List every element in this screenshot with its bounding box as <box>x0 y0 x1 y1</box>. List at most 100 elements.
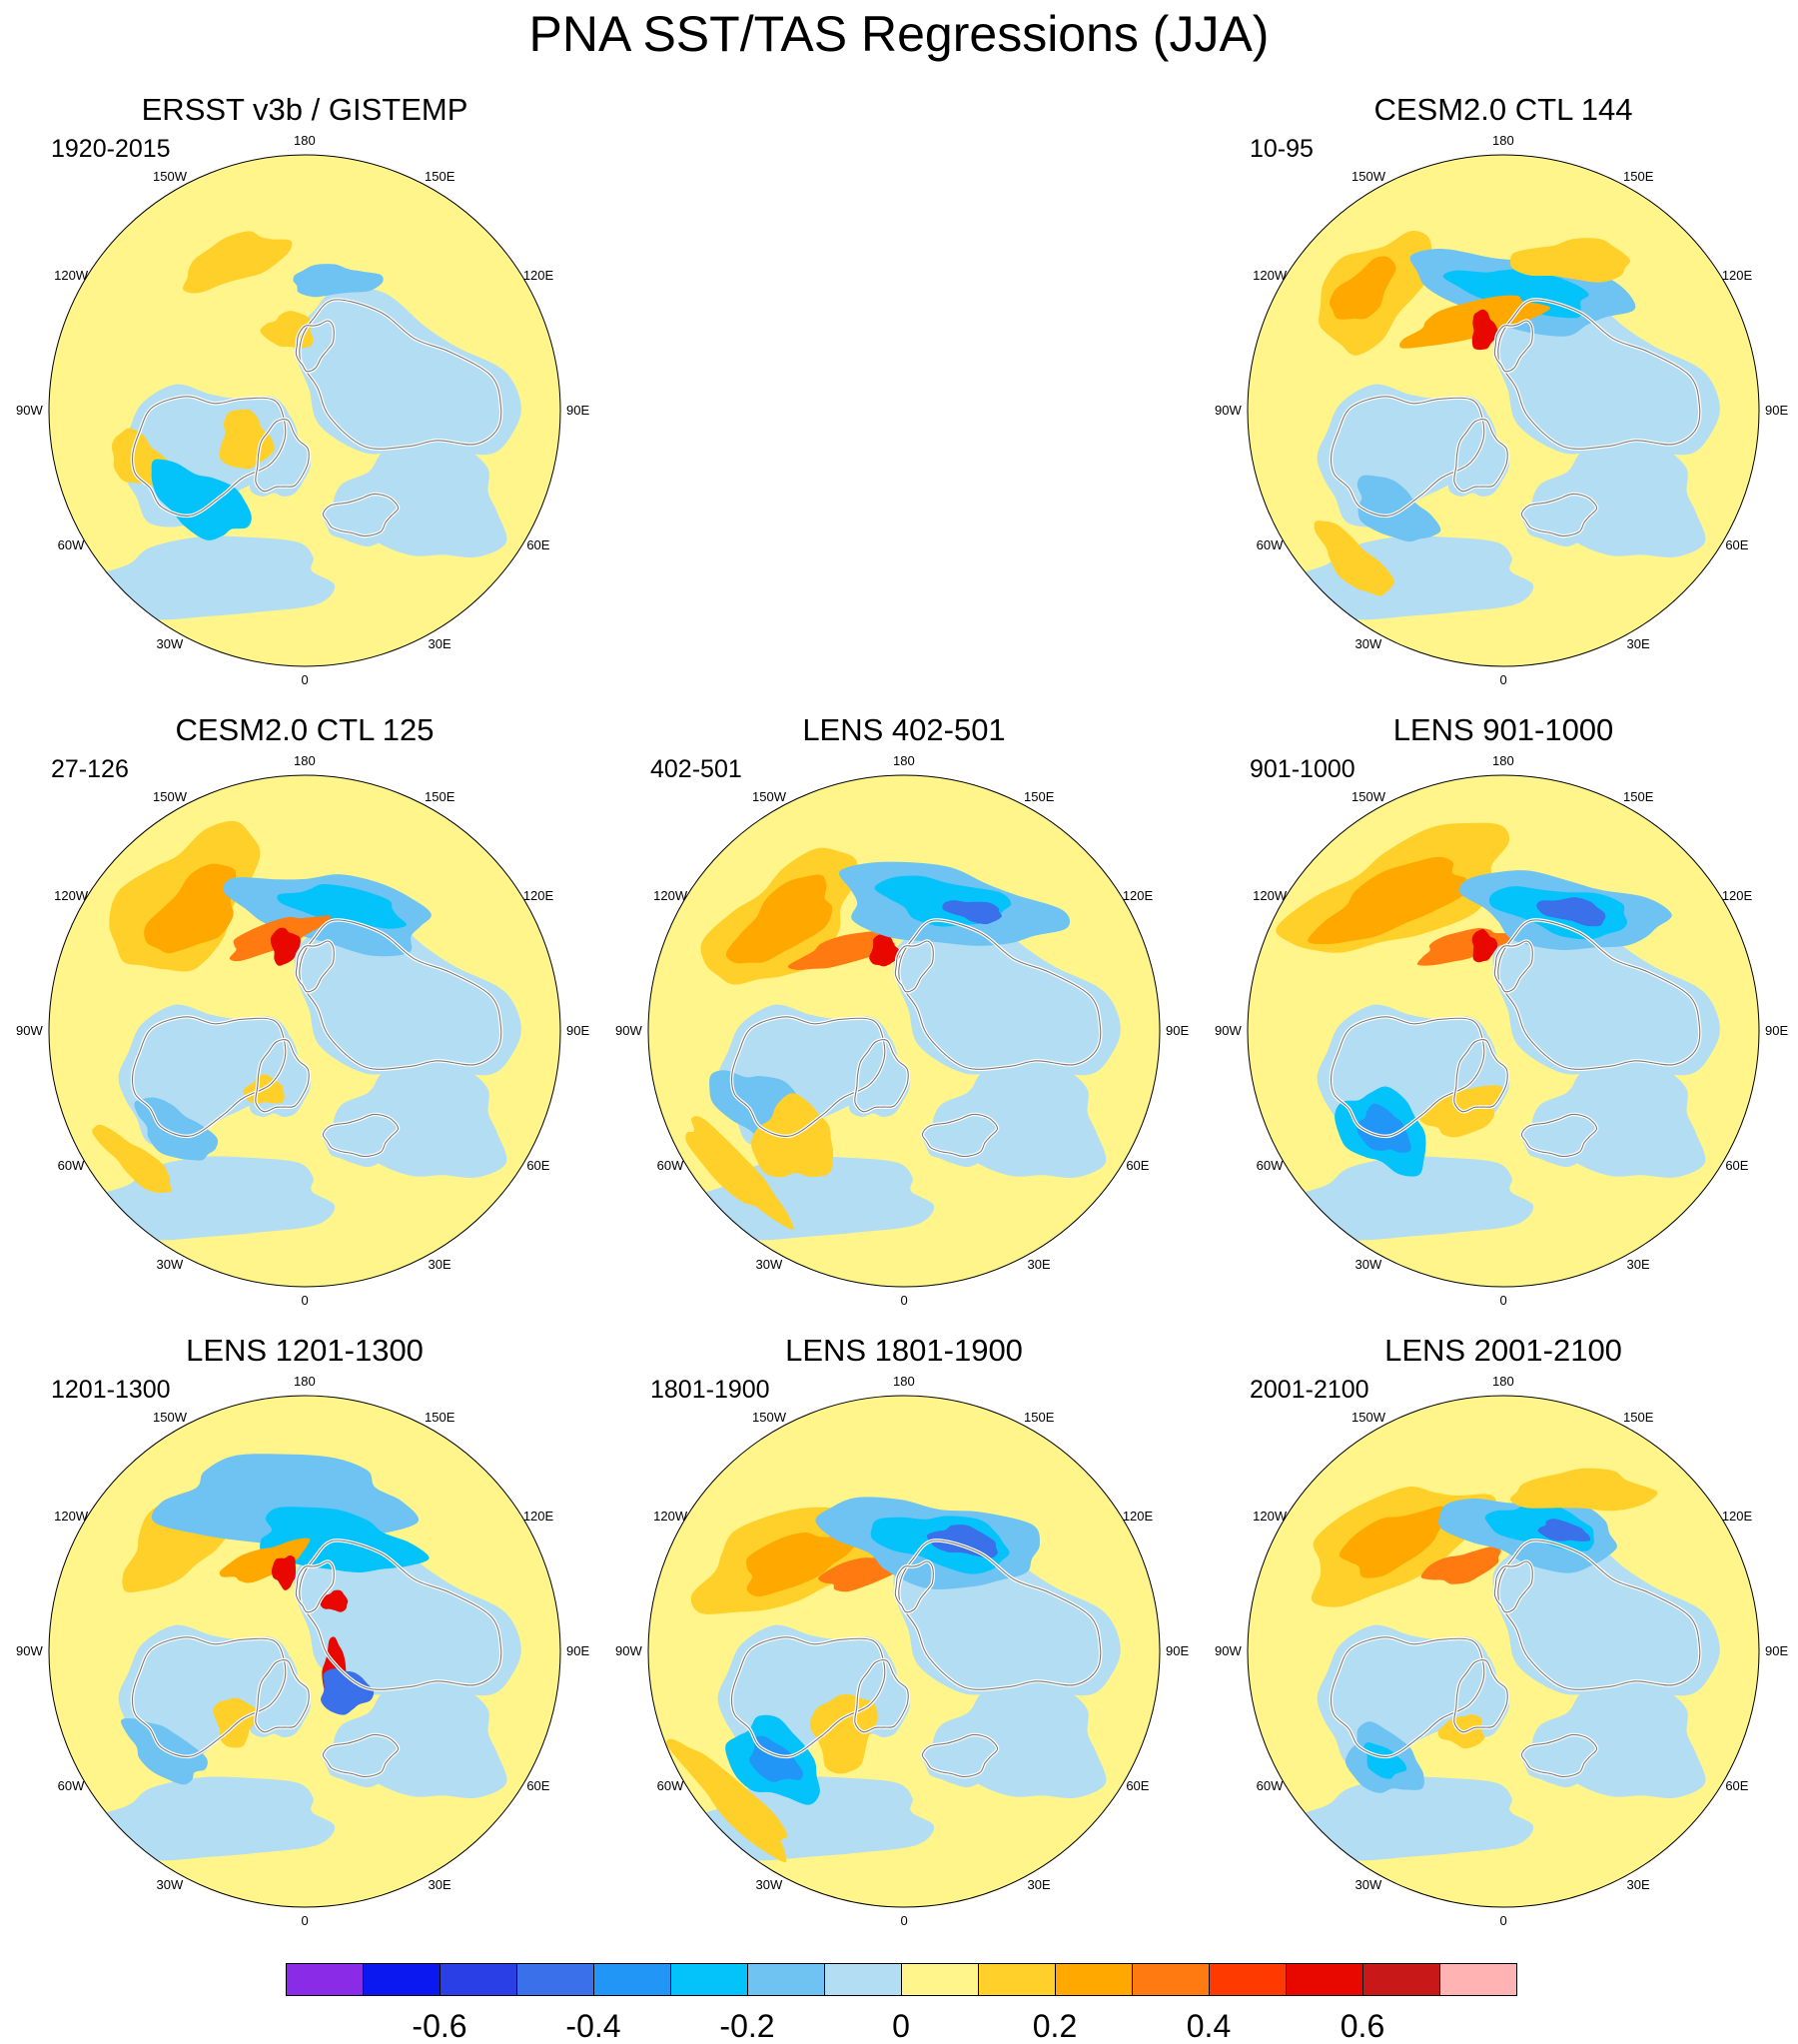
longitude-label: 30W <box>156 1876 184 1892</box>
longitude-label: 120E <box>1721 268 1753 283</box>
colorbar-tick-label: -0.4 <box>565 2008 621 2044</box>
map-boundary <box>48 1395 561 1908</box>
longitude-label: 90W <box>16 1643 43 1658</box>
map-panel-lens402: LENS 402-501 402-501 180 150E 120E 90E 60E 30… <box>604 712 1204 1312</box>
anomaly-contour <box>745 1533 857 1597</box>
coastline <box>295 940 335 993</box>
pale-field <box>333 1054 507 1179</box>
map-panel-lens901: LENS 901-1000 901-1000 180 150E 120E 90E 60E… <box>1204 712 1798 1312</box>
anomaly-contour <box>1339 1506 1449 1578</box>
longitude-label: 90E <box>1765 1023 1789 1038</box>
polar-map <box>48 774 561 1288</box>
coastline <box>1520 1733 1598 1778</box>
panel-period: 27-126 <box>51 755 129 783</box>
colorbar-swatch <box>440 1963 517 1996</box>
colorbar-swatch <box>747 1963 825 1996</box>
anomaly-contour <box>134 1097 219 1161</box>
longitude-label: 150W <box>752 789 786 805</box>
coastline <box>1453 1039 1508 1113</box>
coastline <box>921 1113 999 1158</box>
map-boundary <box>48 154 561 667</box>
colorbar-swatch <box>1209 1963 1287 1996</box>
colorbar-swatch <box>1439 1963 1517 1996</box>
pale-field <box>1531 1054 1706 1179</box>
coastline <box>255 1039 310 1113</box>
anomaly-contour <box>321 1668 375 1715</box>
longitude-label: 90E <box>1166 1643 1190 1658</box>
anomaly-contour <box>144 863 237 954</box>
longitude-label: 0 <box>900 1913 908 1928</box>
coastline <box>1493 1560 1533 1613</box>
anomaly-contour <box>182 231 293 294</box>
anomaly-contour <box>685 1116 794 1230</box>
longitude-label: 150E <box>1024 789 1055 805</box>
anomaly-contour <box>1471 309 1498 351</box>
anomaly-contour <box>1356 1103 1411 1153</box>
panel-period: 901-1000 <box>1250 755 1355 783</box>
polar-map <box>1247 1395 1760 1908</box>
panel-title: LENS 1201-1300 <box>186 1333 424 1368</box>
colorbar-tick-label: -0.6 <box>412 2008 467 2044</box>
longitude-label: 90E <box>566 1643 590 1658</box>
longitude-label: 180 <box>1492 753 1514 768</box>
colorbar-swatch <box>1055 1963 1133 1996</box>
colorbar-tick-label: 0.6 <box>1340 2008 1385 2044</box>
longitude-label: 90W <box>615 1643 642 1658</box>
longitude-label: 30W <box>1354 1876 1382 1892</box>
longitude-label: 180 <box>294 1374 316 1389</box>
longitude-label: 120E <box>1721 888 1753 903</box>
anomaly-contour <box>1536 897 1606 927</box>
longitude-label: 90E <box>1765 1643 1789 1658</box>
longitude-label: 30E <box>428 1876 451 1892</box>
longitude-label: 90W <box>16 1023 43 1038</box>
longitude-label: 60W <box>57 1778 85 1793</box>
longitude-label: 120E <box>1122 888 1154 903</box>
anomaly-contour <box>869 934 901 967</box>
longitude-label: 30W <box>755 1256 783 1272</box>
longitude-label: 150E <box>1623 789 1654 805</box>
longitude-label: 180 <box>294 133 316 148</box>
longitude-label: 120W <box>1253 268 1288 283</box>
coastline <box>131 396 287 516</box>
longitude-label: 180 <box>893 753 915 768</box>
longitude-label: 60E <box>526 537 550 552</box>
longitude-label: 30E <box>1626 635 1650 651</box>
colorbar-swatch <box>1286 1963 1363 1996</box>
anomaly-contour <box>1356 475 1441 542</box>
colorbar-swatch <box>824 1963 902 1996</box>
colorbar-swatch <box>1132 1963 1210 1996</box>
panel-period: 1920-2015 <box>51 135 171 163</box>
longitude-label: 120W <box>653 888 688 903</box>
figure-title: PNA SST/TAS Regressions (JJA) <box>528 6 1270 62</box>
map-boundary <box>1247 774 1760 1288</box>
coastline <box>299 1539 502 1690</box>
longitude-label: 120E <box>522 1509 554 1524</box>
anomaly-contour <box>725 874 833 964</box>
coastline <box>299 919 502 1070</box>
longitude-label: 120W <box>653 1509 688 1524</box>
longitude-label: 30W <box>156 635 184 651</box>
longitude-label: 0 <box>900 1293 908 1308</box>
pale-field <box>893 907 1121 1076</box>
pale-field <box>333 1674 507 1799</box>
longitude-label: 30W <box>1354 1256 1382 1272</box>
longitude-label: 60W <box>1256 1158 1284 1173</box>
longitude-label: 150W <box>1351 1410 1385 1426</box>
longitude-label: 90E <box>566 1023 590 1038</box>
longitude-label: 0 <box>301 672 309 687</box>
longitude-label: 180 <box>294 753 316 768</box>
longitude-label: 60W <box>1256 537 1284 552</box>
panel-period: 1801-1900 <box>650 1376 770 1404</box>
panel-period: 2001-2100 <box>1250 1376 1369 1404</box>
longitude-label: 120W <box>1253 1509 1288 1524</box>
panel-period: 10-95 <box>1250 135 1314 163</box>
pale-field <box>1531 1674 1706 1799</box>
longitude-label: 60W <box>57 537 85 552</box>
longitude-label: 150W <box>752 1410 786 1426</box>
longitude-label: 150W <box>1351 169 1385 185</box>
coastline <box>854 1039 909 1113</box>
coastline <box>131 1636 287 1757</box>
longitude-label: 90W <box>16 403 43 418</box>
longitude-label: 30W <box>755 1876 783 1892</box>
longitude-label: 0 <box>1499 1913 1507 1928</box>
